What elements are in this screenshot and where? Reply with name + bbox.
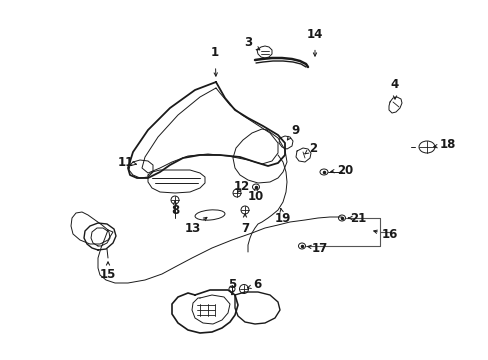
Text: 10: 10 <box>247 189 264 202</box>
Text: 13: 13 <box>184 221 201 234</box>
Text: 6: 6 <box>252 279 261 292</box>
Text: 17: 17 <box>311 242 327 255</box>
Text: 20: 20 <box>336 163 352 176</box>
Text: 18: 18 <box>439 139 455 152</box>
Text: 7: 7 <box>241 221 248 234</box>
Text: 1: 1 <box>210 45 219 58</box>
Text: 11: 11 <box>118 156 134 168</box>
Text: 9: 9 <box>290 123 299 136</box>
Text: 5: 5 <box>227 279 236 292</box>
Text: 4: 4 <box>390 78 398 91</box>
Text: 2: 2 <box>308 141 316 154</box>
Text: 12: 12 <box>233 180 250 194</box>
Text: 16: 16 <box>381 229 397 242</box>
Text: 14: 14 <box>306 28 323 41</box>
Text: 8: 8 <box>170 203 179 216</box>
Text: 21: 21 <box>349 211 366 225</box>
Text: 15: 15 <box>100 269 116 282</box>
Text: 3: 3 <box>244 36 251 49</box>
Text: 19: 19 <box>274 211 290 225</box>
